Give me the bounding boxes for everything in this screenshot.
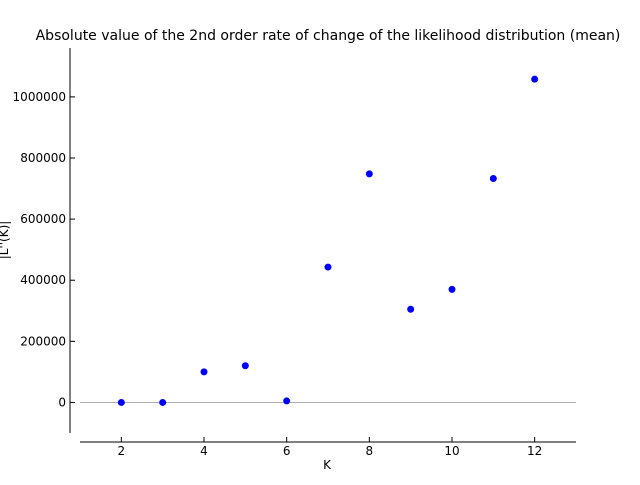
x-tick-label: 6 <box>283 444 291 458</box>
data-point <box>365 170 373 178</box>
x-tick-label: 12 <box>527 444 542 458</box>
y-tick-label: 400000 <box>20 273 66 287</box>
chart-title: Absolute value of the 2nd order rate of … <box>36 28 621 44</box>
data-point <box>159 398 167 406</box>
x-axis-label: K <box>323 458 332 472</box>
data-point <box>117 398 125 406</box>
y-tick-label: 1000000 <box>13 90 66 104</box>
y-tick-label: 200000 <box>20 334 66 348</box>
data-points <box>117 75 539 406</box>
y-tick-label: 0 <box>58 395 66 409</box>
data-point <box>200 368 208 376</box>
data-point <box>407 305 415 313</box>
data-point <box>489 174 497 182</box>
x-tick-label: 10 <box>444 444 459 458</box>
x-tick-label: 8 <box>366 444 374 458</box>
data-point <box>283 397 291 405</box>
y-axis-label: |L''(K)| <box>0 221 11 260</box>
y-axis-ticks: 0 200000 400000 600000 800000 1000000 <box>13 90 75 409</box>
data-point <box>241 362 249 370</box>
data-point <box>448 285 456 293</box>
x-tick-label: 2 <box>118 444 126 458</box>
x-tick-label: 4 <box>200 444 208 458</box>
data-point <box>531 75 539 83</box>
x-axis-ticks: 2 4 6 8 10 12 <box>118 437 542 458</box>
data-point <box>324 263 332 271</box>
y-tick-label: 800000 <box>20 151 66 165</box>
y-tick-label: 600000 <box>20 212 66 226</box>
